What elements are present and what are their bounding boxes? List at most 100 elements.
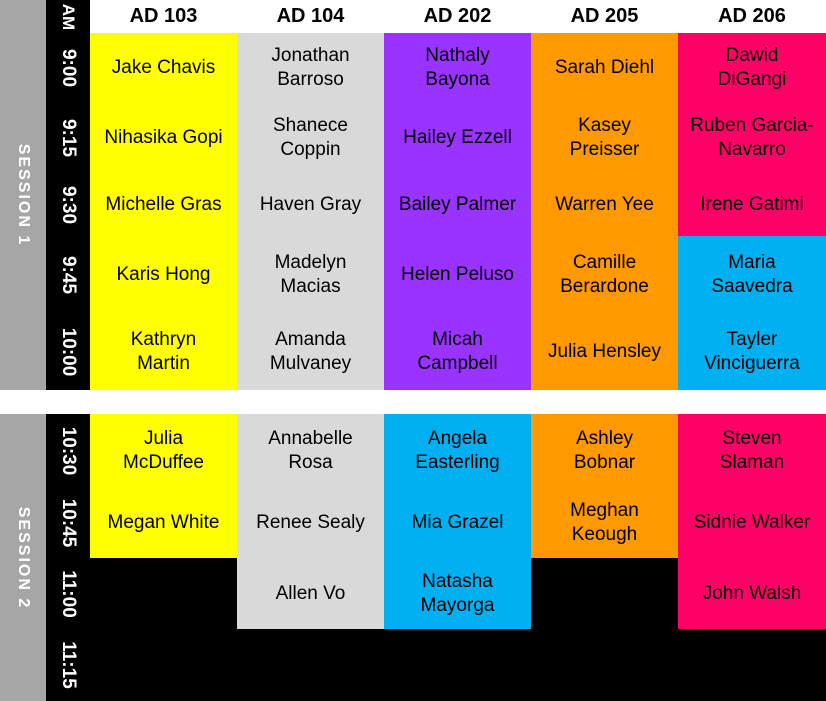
time-slot: 10:30	[46, 414, 90, 487]
presenter-slot: Mia Grazel	[384, 487, 531, 558]
presenter-name: Jonathan Barroso	[271, 45, 350, 90]
time-slot: 9:15	[46, 103, 90, 173]
presenter-slot: Ruben Garcia-Navarro	[678, 103, 826, 173]
presenter-name: Haven Gray	[259, 193, 362, 215]
time-label: 10:30	[58, 426, 79, 475]
room-header-ad103: AD 103	[129, 5, 198, 27]
presenter-slot: Meghan Keough	[531, 487, 678, 558]
presenter-name: Warren Yee	[555, 193, 654, 215]
presenter-name: Angela Easterling	[415, 427, 500, 473]
presenter-slot: Bailey Palmer	[384, 173, 531, 236]
presenter-name: Jake Chavis	[111, 57, 216, 78]
presenter-slot: Julia McDuffee	[90, 414, 237, 487]
presenter-name: Natasha Mayorga	[420, 570, 495, 616]
session-1-band: SESSION 1	[0, 0, 46, 390]
room-header-ad104: AD 104	[276, 5, 345, 27]
am-label: AM	[59, 3, 78, 30]
presenter-slot: Nathaly Bayona	[384, 33, 531, 103]
presenter-name: Mia Grazel	[411, 511, 504, 533]
presenter-name: Hailey Ezzell	[403, 127, 512, 148]
empty-slot	[384, 629, 531, 701]
presenter-name: Kathryn Martin	[130, 329, 197, 374]
corner-cell: AM	[46, 0, 90, 33]
presenter-name: Maria Saavedra	[711, 252, 793, 297]
presenter-slot: Dawid DiGangi	[678, 33, 826, 103]
presenter-name: John Walsh	[702, 582, 802, 604]
presenter-name: Steven Slaman	[719, 427, 785, 473]
session-1-time-column	[46, 33, 90, 390]
presenter-slot: Tayler Vinciguerra	[678, 314, 826, 390]
presenter-slot: Hailey Ezzell	[384, 103, 531, 173]
session-2-band: SESSION 2	[0, 414, 46, 701]
presenter-slot: Michelle Gras	[90, 173, 237, 236]
empty-slot	[531, 629, 678, 701]
time-label: 10:00	[58, 327, 79, 377]
presenter-name: Julia Hensley	[548, 341, 661, 362]
presenter-slot: Kasey Preisser	[531, 103, 678, 173]
empty-slot	[531, 558, 678, 629]
presenter-name: Nihasika Gopi	[104, 127, 223, 148]
presenter-name: Bailey Palmer	[398, 193, 517, 215]
presenter-slot: Kathryn Martin	[90, 314, 237, 390]
presenter-name: Nathaly Bayona	[425, 45, 490, 90]
presenter-name: Sarah Diehl	[554, 57, 655, 78]
time-label: 11:00	[58, 569, 79, 618]
presenter-name: Madelyn Macias	[274, 252, 347, 297]
presenter-slot: Jonathan Barroso	[237, 33, 384, 103]
presenter-slot: Jake Chavis	[90, 33, 237, 103]
presenter-slot: Ashley Bobnar	[531, 414, 678, 487]
presenter-name: Irene Gatimi	[700, 193, 804, 215]
presenter-slot: Madelyn Macias	[237, 236, 384, 314]
presenter-slot: Maria Saavedra	[678, 236, 826, 314]
time-slot: 10:45	[46, 487, 90, 558]
presenter-name: Meghan Keough	[570, 499, 639, 545]
presenter-slot: Annabelle Rosa	[237, 414, 384, 487]
presenter-name: Karis Hong	[116, 264, 211, 285]
time-slot: 9:30	[46, 173, 90, 236]
presenter-slot: Allen Vo	[237, 558, 384, 629]
empty-slot	[90, 629, 237, 701]
presenter-slot: Micah Campbell	[384, 314, 531, 390]
presenter-name: Annabelle Rosa	[268, 427, 353, 473]
presenter-name: Shanece Coppin	[272, 115, 348, 160]
presenter-slot: Natasha Mayorga	[384, 558, 531, 629]
time-label: 10:45	[58, 498, 79, 547]
presenter-slot: Amanda Mulvaney	[237, 314, 384, 390]
presenter-slot: Warren Yee	[531, 173, 678, 236]
time-label: 11:15	[58, 641, 79, 689]
presenter-name: Renee Sealy	[256, 511, 365, 533]
presenter-slot: Shanece Coppin	[237, 103, 384, 173]
presenter-slot: Haven Gray	[237, 173, 384, 236]
presenter-name: Megan White	[107, 511, 220, 533]
presenter-slot: Karis Hong	[90, 236, 237, 314]
presenter-name: Julia McDuffee	[123, 427, 204, 473]
presenter-slot: Julia Hensley	[531, 314, 678, 390]
presenter-name: Micah Campbell	[417, 329, 498, 374]
presenter-slot: Camille Berardone	[531, 236, 678, 314]
presenter-name: Amanda Mulvaney	[269, 329, 352, 374]
empty-slot	[237, 629, 384, 701]
presenter-name: Sidnie Walker	[693, 511, 811, 533]
room-header-ad205: AD 205	[570, 5, 639, 27]
presenter-name: Ruben Garcia-Navarro	[690, 115, 814, 160]
presenter-slot: Megan White	[90, 487, 237, 558]
presenter-name: Dawid DiGangi	[717, 45, 787, 90]
presenter-name: Tayler Vinciguerra	[704, 329, 800, 374]
presenter-slot: Steven Slaman	[678, 414, 826, 487]
session-2-time-column	[46, 414, 90, 701]
session-2-label: SESSION 2	[15, 506, 32, 609]
empty-slot	[90, 558, 237, 629]
presenter-name: Kasey Preisser	[569, 115, 640, 160]
presenter-slot: Sarah Diehl	[531, 33, 678, 103]
presenter-slot: Helen Peluso	[384, 236, 531, 314]
presenter-name: Ashley Bobnar	[573, 427, 636, 473]
session-1-label: SESSION 1	[15, 143, 32, 247]
presenter-name: Allen Vo	[275, 582, 346, 604]
time-slot: 9:00	[46, 33, 90, 103]
presenter-slot: John Walsh	[678, 558, 826, 629]
presenter-slot: Angela Easterling	[384, 414, 531, 487]
time-slot: 10:00	[46, 314, 90, 390]
presenter-slot: Renee Sealy	[237, 487, 384, 558]
time-slot: 11:15	[46, 629, 90, 701]
room-header-ad206: AD 206	[718, 5, 786, 27]
